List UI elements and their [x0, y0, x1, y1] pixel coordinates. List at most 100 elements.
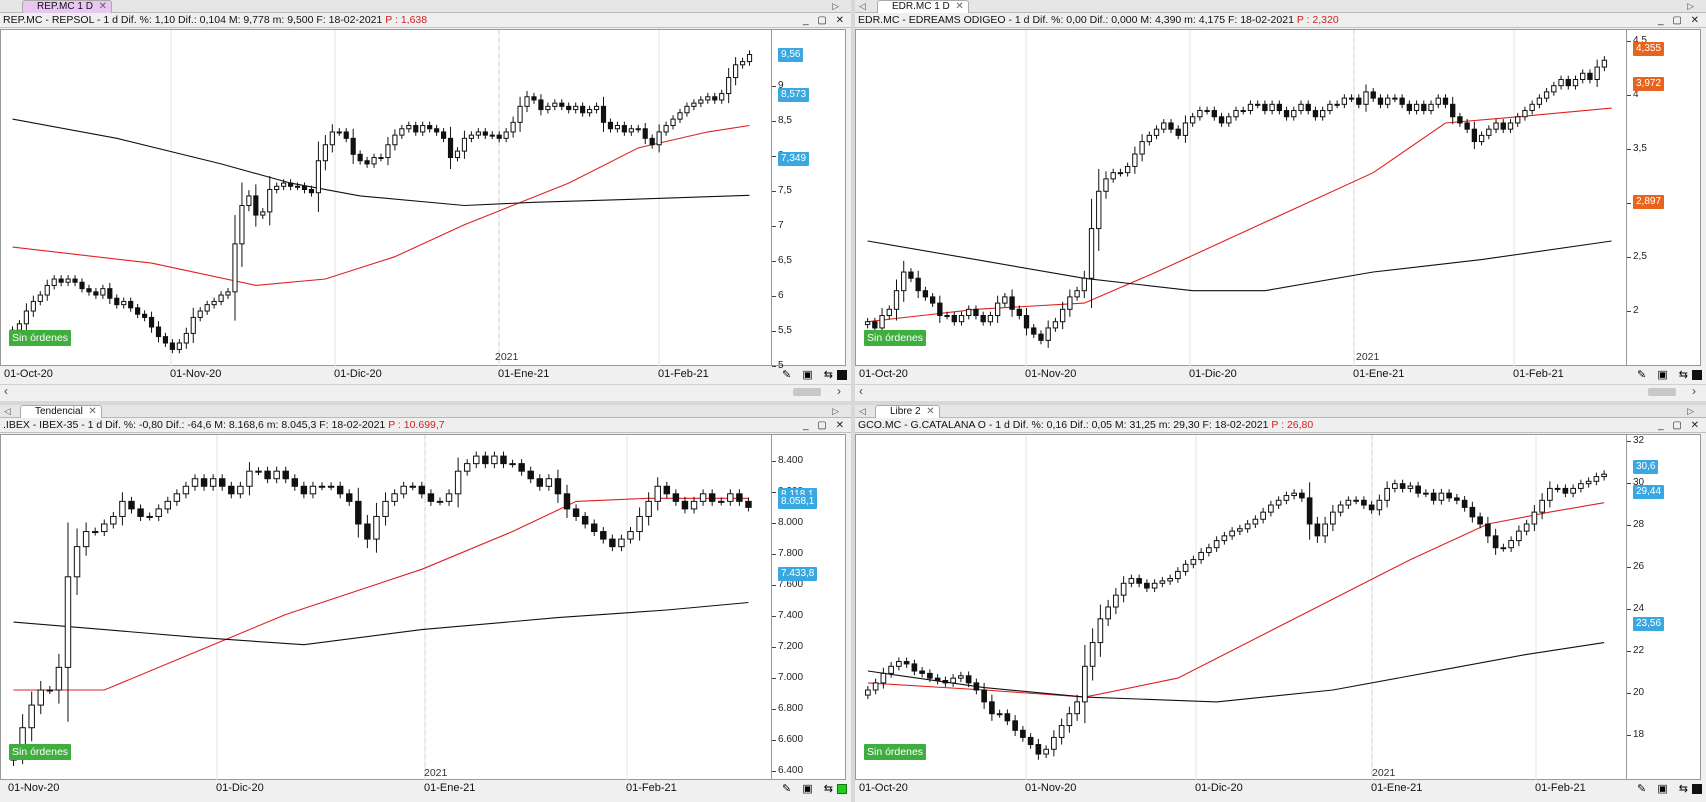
scroll-left-icon[interactable]: ‹ — [4, 384, 8, 398]
candle-body — [1363, 91, 1369, 105]
candle-body — [573, 105, 579, 111]
candle-body — [225, 291, 231, 296]
tools-icons[interactable]: ✎ ▣ ⇆ — [782, 783, 837, 795]
window-buttons[interactable]: _ ▢ ✕ — [803, 15, 847, 26]
horizontal-scrollbar[interactable]: ‹ › — [855, 384, 1706, 398]
window-buttons[interactable]: _ ▢ ✕ — [1658, 420, 1702, 431]
candle-body — [736, 493, 743, 502]
info-p: P : 10.699,7 — [388, 419, 445, 431]
candle-body — [169, 342, 175, 350]
plot-area[interactable]: Sin órdenes 2021 — [0, 29, 772, 367]
scroll-left-icon[interactable]: ‹ — [859, 384, 863, 398]
scroll-right-icon[interactable]: › — [837, 384, 841, 398]
candle-body — [554, 478, 562, 495]
candle-body — [385, 144, 391, 159]
candle-body — [951, 315, 957, 323]
candle-body — [996, 713, 1003, 716]
candle-body — [294, 185, 301, 188]
y-tick — [1627, 609, 1631, 610]
candle-body — [1345, 499, 1352, 506]
toolbar-icons[interactable]: ✎ ▣ ⇆ — [1637, 782, 1702, 795]
candle-body — [1190, 559, 1197, 565]
candle-body — [440, 131, 447, 139]
close-icon[interactable]: ✕ — [98, 1, 107, 12]
candle-body — [427, 125, 433, 130]
moving-average-line — [867, 642, 1605, 703]
x-tick-label: 01-Nov-20 — [170, 368, 222, 380]
candle-body — [1407, 485, 1414, 489]
candle-body — [888, 665, 894, 674]
x-tick-label: 01-Oct-20 — [859, 368, 908, 380]
window-buttons[interactable]: _ ▢ ✕ — [1658, 15, 1702, 26]
info-text: GCO.MC - G.CATALANA O - 1 d Dif. %: 0,16… — [858, 419, 1269, 431]
tools-icons[interactable]: ✎ ▣ ⇆ — [1637, 369, 1692, 381]
horizontal-scrollbar[interactable]: ‹ › — [0, 384, 851, 398]
orders-badge: Sin órdenes — [864, 744, 927, 760]
candle-body — [1558, 78, 1564, 87]
plot-area[interactable]: Sin órdenes 2021 — [855, 29, 1627, 367]
scroll-left-icon[interactable]: ◁ — [859, 406, 866, 416]
scroll-right-icon[interactable]: › — [1692, 384, 1696, 398]
candle-body — [182, 485, 190, 495]
color-square-icon[interactable] — [1692, 370, 1702, 381]
scroll-right-icon[interactable]: ▷ — [832, 1, 839, 11]
candle-body — [1004, 713, 1011, 722]
candle-body — [37, 294, 43, 302]
y-tick — [772, 191, 776, 192]
candlestick-chart — [865, 435, 1607, 781]
candle-body — [218, 294, 224, 302]
tab-tendencial[interactable]: Tendencial ✕ — [20, 405, 102, 418]
tab-label: EDR.MC 1 D — [892, 1, 950, 12]
color-square-icon[interactable] — [837, 784, 847, 795]
moving-average-line — [13, 497, 749, 691]
candle-body — [719, 93, 725, 101]
tab-rep-mc[interactable]: REP.MC 1 D ✕ — [22, 0, 112, 13]
toolbar-icons[interactable]: ✎ ▣ ⇆ — [782, 782, 847, 795]
color-square-icon[interactable] — [1692, 784, 1702, 795]
candle-body — [427, 493, 435, 502]
candle-body — [436, 500, 444, 503]
candle-body — [399, 128, 405, 136]
x-tick-label: 01-Nov-20 — [8, 782, 60, 794]
candle-body — [950, 677, 956, 684]
toolbar-icons[interactable]: ✎ ▣ ⇆ — [1637, 368, 1702, 381]
tab-libre-2[interactable]: Libre 2 ✕ — [875, 405, 940, 418]
close-icon[interactable]: ✕ — [955, 1, 964, 12]
candle-body — [1461, 499, 1468, 508]
tools-icons[interactable]: ✎ ▣ ⇆ — [1637, 783, 1692, 795]
candle-body — [1132, 153, 1138, 167]
scroll-right-icon[interactable]: ▷ — [1687, 406, 1694, 416]
close-icon[interactable]: ✕ — [88, 406, 97, 417]
candle-body — [538, 99, 544, 111]
candle-body — [1500, 547, 1507, 550]
candle-body — [413, 125, 419, 133]
scroll-left-icon[interactable]: ◁ — [859, 1, 866, 11]
candle-body — [872, 682, 879, 691]
plot-area[interactable]: Sin órdenes 2021 — [855, 434, 1627, 781]
close-icon[interactable]: ✕ — [926, 406, 935, 417]
candle-body — [739, 61, 746, 66]
candle-body — [329, 131, 335, 146]
y-tick — [1627, 483, 1631, 484]
plot-area[interactable]: Sin órdenes 2021 — [0, 434, 772, 781]
candle-body — [1531, 511, 1538, 525]
candlestick-chart — [864, 30, 1612, 367]
price-badge: 8,573 — [778, 88, 810, 102]
candle-body — [1120, 582, 1127, 596]
scroll-left-icon[interactable]: ◁ — [4, 406, 11, 416]
candle-body — [1218, 116, 1225, 124]
tab-edr-mc[interactable]: EDR.MC 1 D ✕ — [877, 0, 969, 13]
chart-panel-edreams: EDR.MC 1 D ✕ ◁ ▷ EDR.MC - EDREAMS ODIGEO… — [855, 0, 1706, 401]
scroll-right-icon[interactable]: ▷ — [832, 406, 839, 416]
scroll-right-icon[interactable]: ▷ — [1687, 1, 1694, 11]
color-square-icon[interactable] — [837, 370, 847, 381]
tools-icons[interactable]: ✎ ▣ ⇆ — [782, 369, 837, 381]
candle-body — [301, 185, 308, 191]
window-buttons[interactable]: _ ▢ ✕ — [803, 420, 847, 431]
candle-body — [1428, 103, 1434, 112]
toolbar-icons[interactable]: ✎ ▣ ⇆ — [782, 368, 847, 381]
scroll-thumb[interactable] — [1648, 388, 1676, 396]
candle-body — [1081, 277, 1087, 292]
scroll-thumb[interactable] — [793, 388, 821, 396]
y-tick-label: 4 — [1633, 89, 1639, 100]
